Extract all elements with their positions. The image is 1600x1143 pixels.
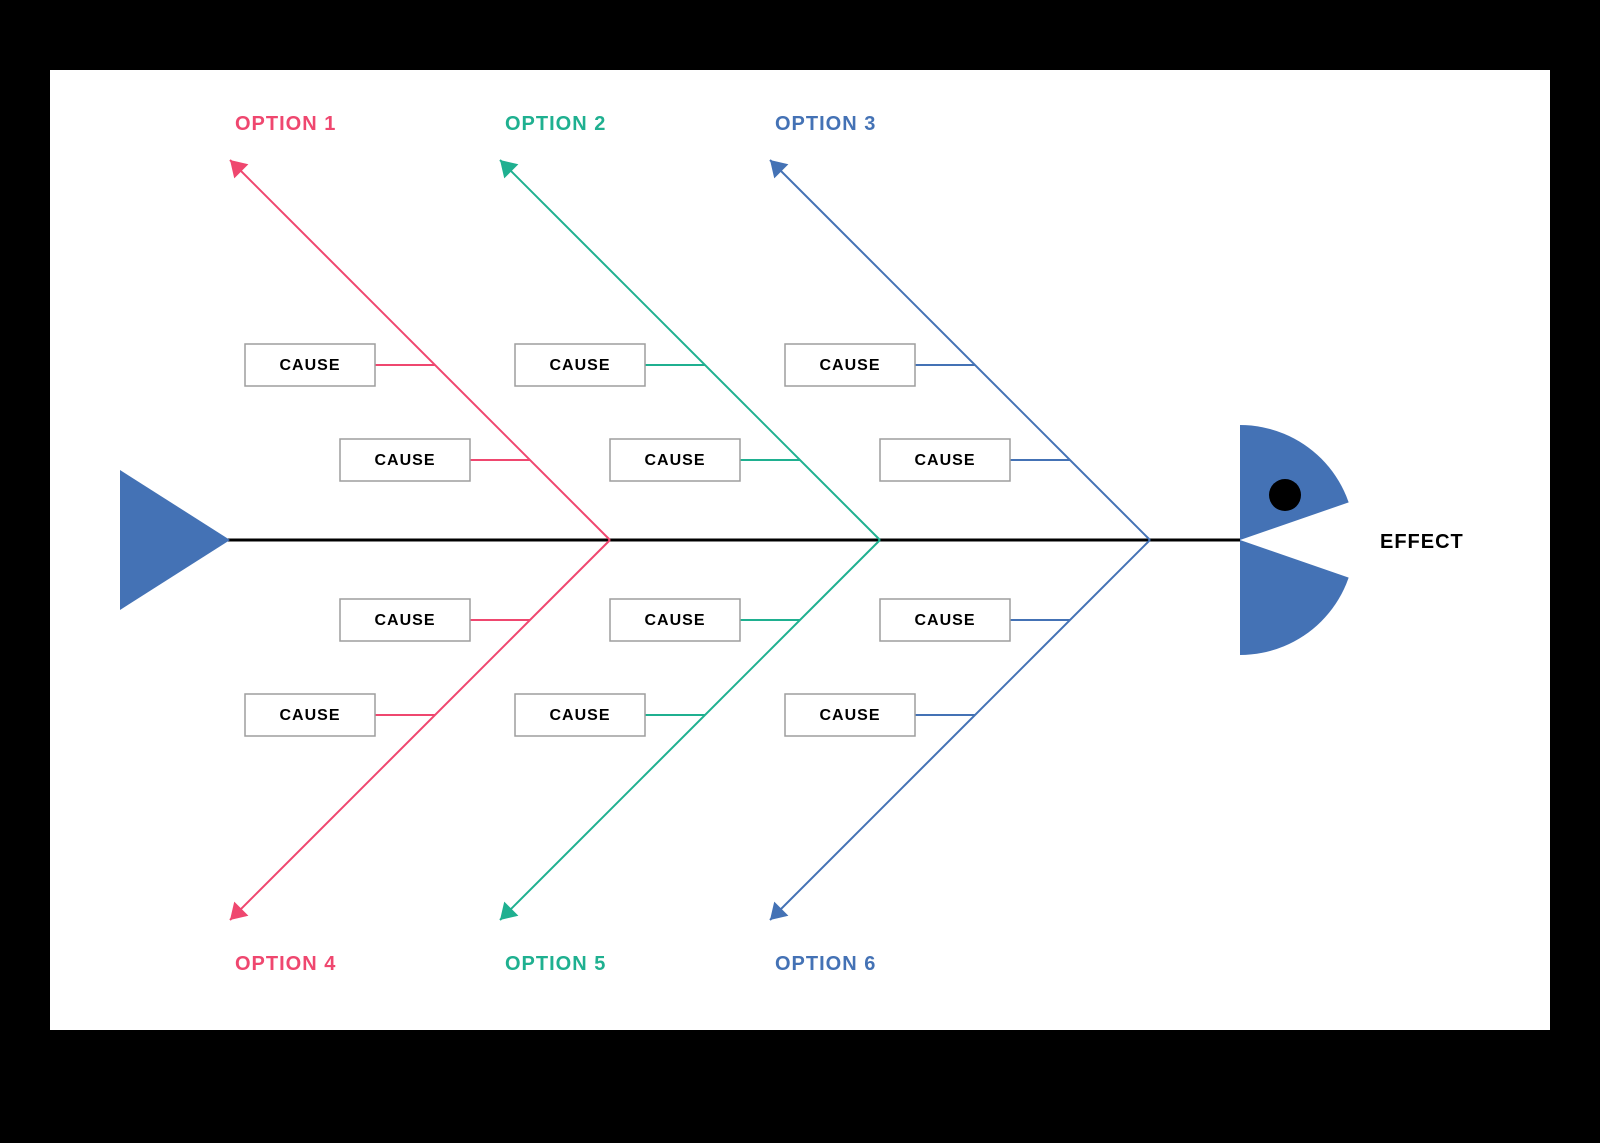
cause-label: CAUSE — [279, 357, 340, 374]
branch-opt2: OPTION 2 CAUSE CAUSE — [500, 113, 880, 540]
fish-head — [1240, 425, 1370, 655]
branch-opt1: OPTION 1 CAUSE CAUSE — [230, 113, 610, 540]
cause-label: CAUSE — [549, 707, 610, 724]
cause-label: CAUSE — [914, 612, 975, 629]
option-label: OPTION 2 — [505, 113, 606, 135]
cause-label: CAUSE — [914, 452, 975, 469]
cause-label: CAUSE — [374, 452, 435, 469]
fish-tail — [120, 470, 230, 610]
cause-label: CAUSE — [279, 707, 340, 724]
cause-label: CAUSE — [374, 612, 435, 629]
branch-opt4: OPTION 4 CAUSE CAUSE — [230, 540, 610, 975]
cause-label: CAUSE — [644, 612, 705, 629]
branch-opt6: OPTION 6 CAUSE CAUSE — [770, 540, 1150, 975]
option-label: OPTION 4 — [235, 953, 336, 975]
branch-opt3: OPTION 3 CAUSE CAUSE — [770, 113, 1150, 540]
fish-eye — [1269, 479, 1301, 511]
effect-label: EFFECT — [1380, 531, 1464, 553]
option-label: OPTION 6 — [775, 953, 876, 975]
cause-label: CAUSE — [819, 707, 880, 724]
option-label: OPTION 1 — [235, 113, 336, 135]
cause-label: CAUSE — [644, 452, 705, 469]
branch-opt5: OPTION 5 CAUSE CAUSE — [500, 540, 880, 975]
fishbone-diagram: EFFECT OPTION 1 CAUSE CAUSE OPTION 2 CAUSE CAU… — [50, 70, 1550, 1030]
option-label: OPTION 3 — [775, 113, 876, 135]
cause-label: CAUSE — [549, 357, 610, 374]
diagram-panel: EFFECT OPTION 1 CAUSE CAUSE OPTION 2 CAUSE CAU… — [50, 70, 1550, 1030]
cause-label: CAUSE — [819, 357, 880, 374]
option-label: OPTION 5 — [505, 953, 606, 975]
